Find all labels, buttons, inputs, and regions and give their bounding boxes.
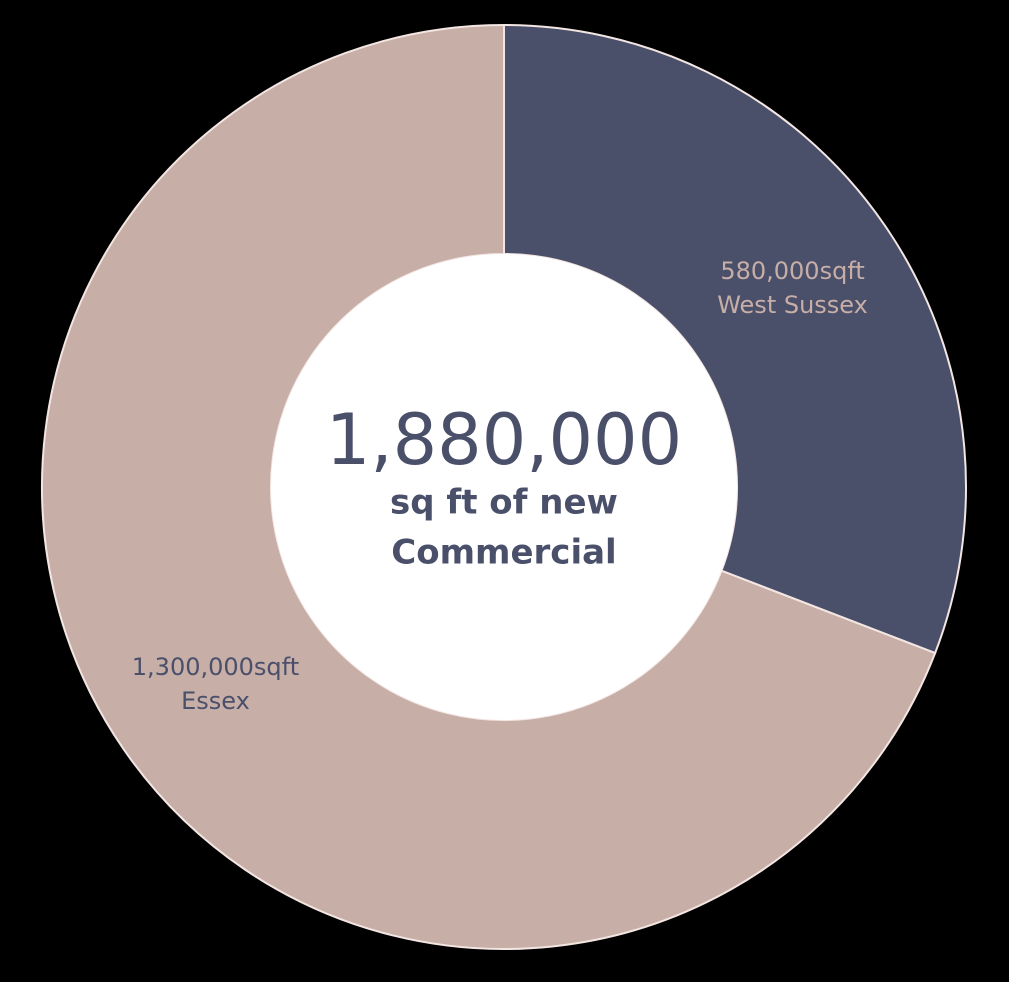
center-caption: Commercial: [391, 533, 616, 573]
slice-category-label: Essex: [181, 687, 250, 715]
center-title: 1,880,000: [326, 399, 682, 481]
center-caption: sq ft of new: [390, 483, 618, 523]
slice-value-label: 1,300,000sqft: [132, 653, 299, 681]
slice-category-label: West Sussex: [717, 291, 868, 319]
donut-hole: [271, 254, 737, 720]
slice-value-label: 580,000sqft: [720, 257, 864, 285]
